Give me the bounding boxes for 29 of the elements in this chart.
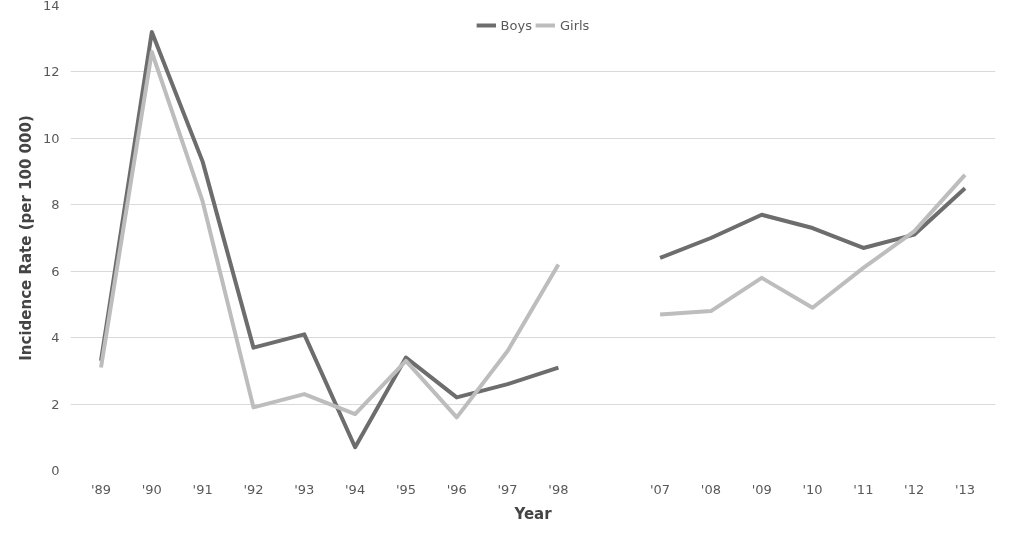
- legend-label: Girls: [559, 17, 590, 33]
- y-tick-label: 4: [51, 330, 60, 346]
- x-tick-label: '07: [650, 481, 671, 497]
- y-tick-label: 10: [42, 130, 60, 146]
- x-tick-label: '94: [345, 481, 366, 497]
- x-tick-label: '10: [802, 481, 823, 497]
- y-axis-title: Incidence Rate (per 100 000): [16, 115, 35, 361]
- x-tick-label: '09: [751, 481, 772, 497]
- x-tick-label: '93: [294, 481, 315, 497]
- y-tick-label: 0: [51, 463, 60, 478]
- x-tick-label: '96: [446, 481, 467, 497]
- x-tick-label: '89: [90, 481, 112, 497]
- x-axis-title: Year: [513, 504, 553, 523]
- y-tick-label: 8: [51, 197, 60, 213]
- y-tick-label: 2: [51, 396, 60, 412]
- x-tick-label: '92: [243, 481, 264, 497]
- x-tick-label: '95: [395, 481, 417, 497]
- legend-label: Boys: [500, 17, 532, 33]
- x-tick-label: '98: [548, 481, 569, 497]
- y-tick-label: 14: [42, 0, 60, 13]
- y-tick-label: 6: [51, 263, 60, 279]
- y-tick-label: 12: [42, 64, 60, 80]
- x-tick-label: '11: [853, 481, 874, 497]
- x-tick-label: '08: [700, 481, 721, 497]
- x-tick-label: '90: [141, 481, 162, 497]
- x-tick-label: '91: [192, 481, 213, 497]
- x-tick-label: '12: [904, 481, 925, 497]
- x-tick-label: '97: [497, 481, 518, 497]
- x-tick-label: '13: [954, 481, 976, 497]
